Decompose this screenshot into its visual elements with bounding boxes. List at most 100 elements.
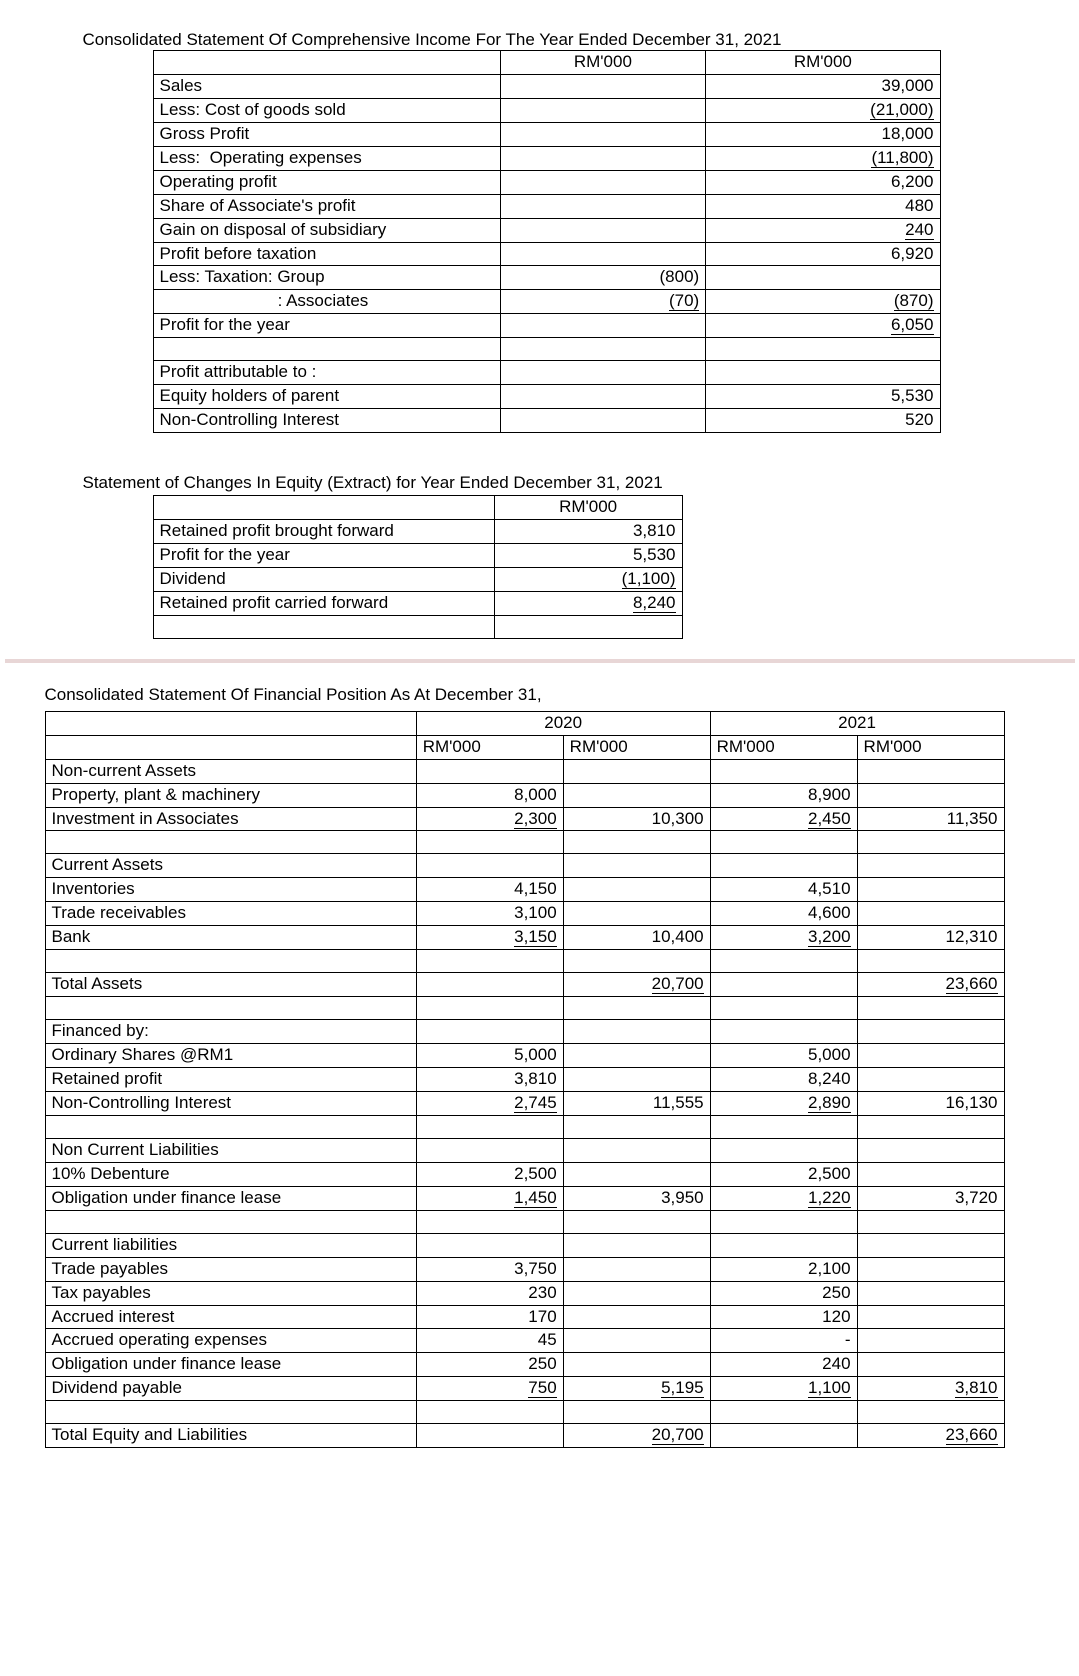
title-financial-position: Consolidated Statement Of Financial Posi… (45, 685, 1035, 705)
cell (500, 314, 706, 338)
cell (857, 1044, 1004, 1068)
col-header: RM'000 (706, 51, 940, 75)
cell: 3,720 (857, 1186, 1004, 1210)
cell (857, 1115, 1004, 1138)
cell (857, 831, 1004, 854)
cell (857, 759, 1004, 783)
cell (416, 854, 563, 878)
cell (500, 170, 706, 194)
cell (563, 854, 710, 878)
cell: 45 (416, 1329, 563, 1353)
cell: 2,500 (416, 1162, 563, 1186)
row-label: Trade payables (45, 1257, 416, 1281)
row-label: Obligation under finance lease (45, 1186, 416, 1210)
row-label: Non-Controlling Interest (45, 1091, 416, 1115)
row-label: Total Equity and Liabilities (45, 1424, 416, 1448)
cell (416, 1115, 563, 1138)
cell (857, 1138, 1004, 1162)
row-label: Operating profit (153, 170, 500, 194)
cell: 250 (416, 1353, 563, 1377)
cell (710, 759, 857, 783)
cell: (870) (706, 290, 940, 314)
row-label: Profit for the year (153, 543, 494, 567)
cell (500, 385, 706, 409)
cell (500, 74, 706, 98)
cell (857, 1281, 1004, 1305)
row-label: Non Current Liabilities (45, 1138, 416, 1162)
cell: 2,890 (710, 1091, 857, 1115)
cell: 10,400 (563, 926, 710, 950)
cell (563, 1138, 710, 1162)
cell (857, 1257, 1004, 1281)
cell (494, 615, 682, 638)
cell: 39,000 (706, 74, 940, 98)
cell: 8,900 (710, 783, 857, 807)
cell: 230 (416, 1281, 563, 1305)
cell (563, 1068, 710, 1092)
row-label: Less: Cost of goods sold (153, 98, 500, 122)
row-label: : Associates (153, 290, 500, 314)
cell: 4,150 (416, 878, 563, 902)
cell (857, 1210, 1004, 1233)
cell: 5,000 (416, 1044, 563, 1068)
cell (416, 759, 563, 783)
row-label: Equity holders of parent (153, 385, 500, 409)
cell (500, 361, 706, 385)
cell (416, 1020, 563, 1044)
cell (710, 1210, 857, 1233)
cell (563, 1210, 710, 1233)
cell (416, 1210, 563, 1233)
col-header: RM'000 (500, 51, 706, 75)
cell: 3,200 (710, 926, 857, 950)
cell (416, 973, 563, 997)
cell: 12,310 (857, 926, 1004, 950)
cell (857, 997, 1004, 1020)
row-label: Accrued operating expenses (45, 1329, 416, 1353)
cell: 5,530 (494, 543, 682, 567)
cell: (70) (500, 290, 706, 314)
row-label (45, 831, 416, 854)
cell (710, 950, 857, 973)
cell (500, 242, 706, 266)
cell (710, 854, 857, 878)
row-label: Profit before taxation (153, 242, 500, 266)
row-label: Total Assets (45, 973, 416, 997)
cell (857, 1068, 1004, 1092)
cell: 5,000 (710, 1044, 857, 1068)
cell (563, 902, 710, 926)
row-label: 10% Debenture (45, 1162, 416, 1186)
cell (710, 973, 857, 997)
cell (563, 1044, 710, 1068)
cell: 170 (416, 1305, 563, 1329)
cell (500, 146, 706, 170)
cell (500, 194, 706, 218)
cell: 3,810 (857, 1377, 1004, 1401)
cell: 1,100 (710, 1377, 857, 1401)
income-statement-table: RM'000 RM'000 Sales39,000Less: Cost of g… (153, 50, 941, 433)
cell: 4,510 (710, 878, 857, 902)
cell: 2,100 (710, 1257, 857, 1281)
cell: (21,000) (706, 98, 940, 122)
row-label: Tax payables (45, 1281, 416, 1305)
cell (857, 1305, 1004, 1329)
cell (416, 950, 563, 973)
cell: 8,240 (494, 591, 682, 615)
cell (710, 1401, 857, 1424)
cell (563, 1401, 710, 1424)
row-label: Dividend payable (45, 1377, 416, 1401)
row-label: Gross Profit (153, 122, 500, 146)
cell (563, 1305, 710, 1329)
cell: 5,195 (563, 1377, 710, 1401)
cell: 3,150 (416, 926, 563, 950)
year-header-2: 2021 (710, 711, 1004, 735)
row-label: Property, plant & machinery (45, 783, 416, 807)
col-header: RM'000 (857, 735, 1004, 759)
cell (416, 1233, 563, 1257)
cell: 16,130 (857, 1091, 1004, 1115)
col-header: RM'000 (494, 496, 682, 520)
row-label: Accrued interest (45, 1305, 416, 1329)
row-label: Less: Operating expenses (153, 146, 500, 170)
cell: 6,920 (706, 242, 940, 266)
cell: 3,950 (563, 1186, 710, 1210)
row-label: Non-Controlling Interest (153, 409, 500, 433)
